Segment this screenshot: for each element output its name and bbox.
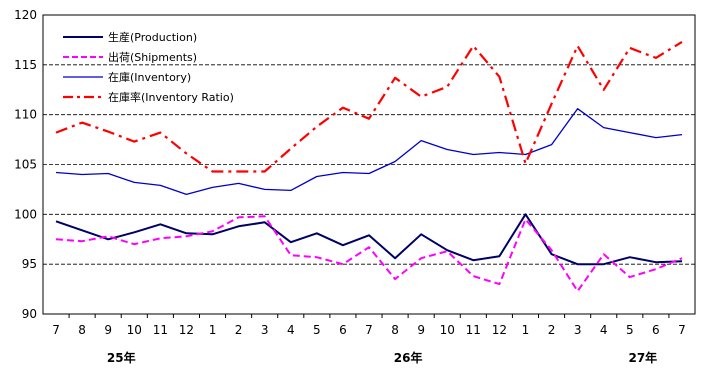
year-label-2: 27年	[628, 350, 657, 365]
y-tick-label-100: 100	[14, 207, 37, 221]
legend-label-0: 生産(Production)	[108, 30, 197, 44]
axes	[42, 14, 696, 318]
x-tick-label-12: 7	[365, 323, 373, 337]
y-tick-labels: 90 95 100 105 110 115 120	[14, 8, 37, 321]
plot-frame	[42, 14, 696, 315]
y-tick-label-105: 105	[14, 158, 37, 172]
y-tick-label-90: 90	[22, 307, 37, 321]
x-tick-label-20: 3	[574, 323, 582, 337]
series-line-2	[55, 108, 683, 196]
x-tick-label-24: 7	[678, 323, 686, 337]
series-line-0	[55, 213, 683, 266]
x-tick-label-17: 12	[492, 323, 507, 337]
legend-label-2: 在庫(Inventory)	[108, 70, 191, 84]
y-tick-label-115: 115	[14, 58, 37, 72]
x-tick-label-16: 11	[466, 323, 481, 337]
y-tick-label-110: 110	[14, 108, 37, 122]
x-tick-label-11: 6	[339, 323, 347, 337]
x-tick-label-0: 7	[52, 323, 60, 337]
x-tick-label-23: 6	[652, 323, 660, 337]
legend-label-3: 在庫率(Inventory Ratio)	[108, 90, 234, 104]
x-tick-label-13: 8	[391, 323, 399, 337]
legend: 生産(Production) 出荷(Shipments) 在庫(Inventory)…	[63, 30, 234, 104]
y-tick-label-95: 95	[22, 257, 37, 271]
year-label-0: 25年	[107, 350, 136, 365]
y-tick-label-120: 120	[14, 8, 37, 22]
x-tick-label-19: 2	[548, 323, 556, 337]
x-tick-label-2: 9	[104, 323, 112, 337]
x-tick-label-8: 3	[261, 323, 269, 337]
x-tick-label-4: 11	[153, 323, 168, 337]
legend-label-1: 出荷(Shipments)	[108, 50, 197, 64]
year-labels: 25年 26年 27年	[107, 350, 657, 365]
x-tick-label-1: 8	[78, 323, 86, 337]
x-tick-label-18: 1	[522, 323, 530, 337]
x-tick-label-21: 4	[600, 323, 608, 337]
x-tick-label-7: 2	[235, 323, 243, 337]
series-line-1	[55, 215, 683, 293]
x-tick-label-9: 4	[287, 323, 295, 337]
series-lines	[55, 40, 683, 293]
x-tick-labels: 7 8 9 10 11 12 1 2 3 4 5 6 7 8 9 10 11 12 1 2 3 4 5 6 7	[52, 323, 686, 337]
series-line-3	[55, 40, 683, 173]
x-tick-label-10: 5	[313, 323, 321, 337]
x-tick-label-14: 9	[417, 323, 425, 337]
x-tick-label-22: 5	[626, 323, 634, 337]
x-tick-label-15: 10	[440, 323, 455, 337]
x-tick-label-5: 12	[179, 323, 194, 337]
x-tick-label-6: 1	[209, 323, 217, 337]
x-tick-label-3: 10	[127, 323, 142, 337]
year-label-1: 26年	[394, 350, 423, 365]
